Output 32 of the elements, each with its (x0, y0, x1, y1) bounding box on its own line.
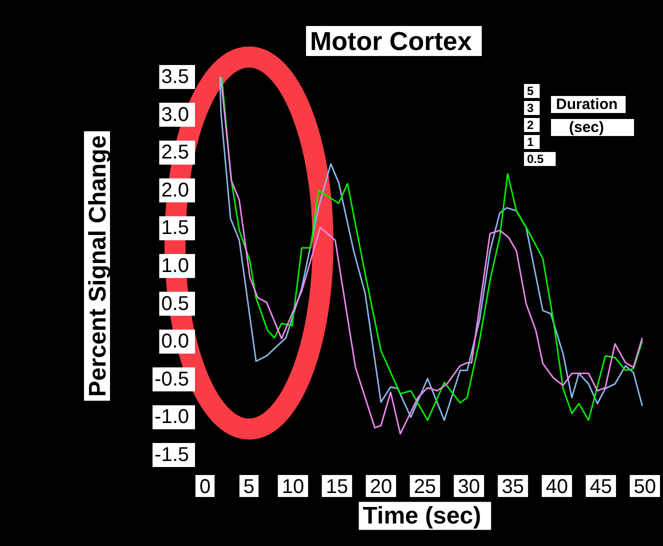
annotation: 2 (527, 118, 534, 132)
annotation: 0.5 (527, 152, 544, 166)
x-tick-label: 0 (199, 476, 211, 498)
x-tick-label: 20 (370, 476, 392, 498)
x-tick-label: 45 (590, 476, 612, 498)
chart-title: Motor Cortex (310, 26, 472, 56)
y-tick-label: -1.5 (154, 444, 189, 466)
y-tick-label: 3.0 (161, 104, 189, 126)
x-tick-label: 40 (546, 476, 568, 498)
x-tick-label: 35 (502, 476, 524, 498)
annotation: 3 (527, 101, 534, 115)
y-tick-label: -1.0 (154, 406, 189, 428)
y-tick-label: 3.5 (161, 66, 189, 88)
annotation: 5 (527, 84, 534, 98)
x-tick-label: 25 (414, 476, 436, 498)
annotation: Duration (556, 96, 618, 113)
x-tick-label: 5 (243, 476, 255, 498)
x-tick-label: 30 (458, 476, 480, 498)
y-tick-label: 0.5 (161, 292, 189, 315)
y-tick-label: -0.5 (154, 368, 189, 390)
x-tick-label: 10 (282, 476, 304, 498)
x-axis-title: Time (sec) (362, 502, 482, 530)
y-tick-label: 2.0 (161, 179, 189, 202)
y-tick-label: 1.0 (161, 255, 189, 277)
y-tick-label: 1.5 (161, 217, 189, 240)
x-tick-label: 15 (326, 476, 348, 498)
annotation: (sec) (569, 119, 604, 136)
annotation: 1 (527, 135, 534, 149)
y-axis-title: Percent Signal Change (84, 135, 112, 397)
y-tick-label: 0.0 (161, 330, 189, 353)
x-tick-label: 50 (634, 476, 656, 498)
y-tick-label: 2.5 (161, 142, 189, 164)
